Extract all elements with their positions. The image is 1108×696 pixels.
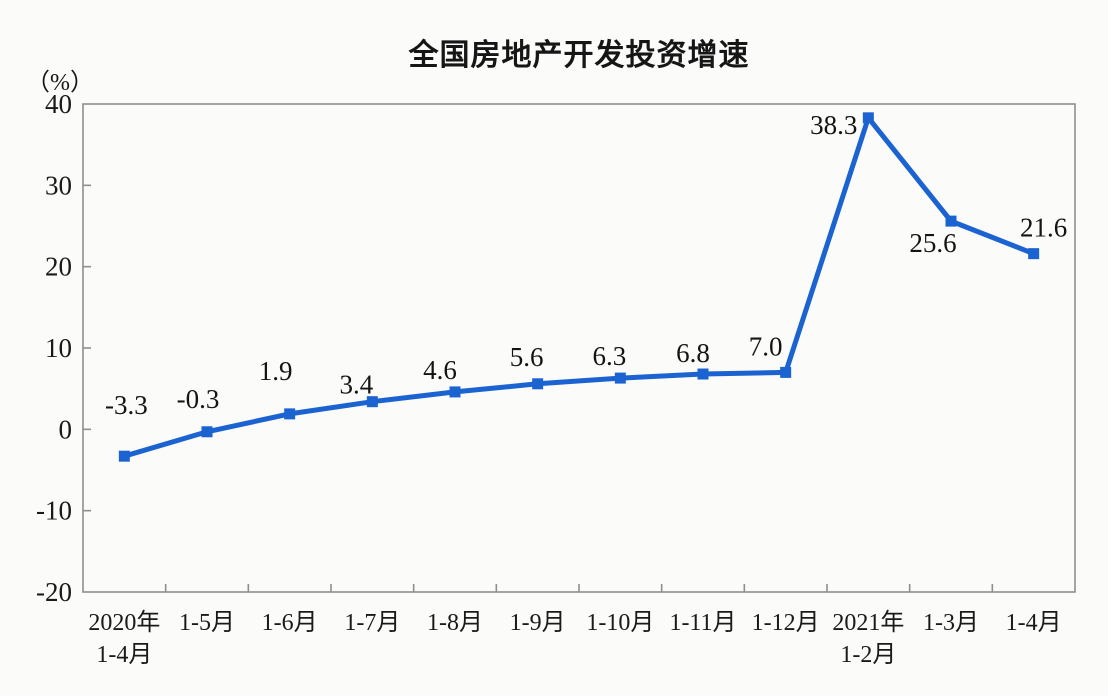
data-point-marker [1028,248,1040,260]
y-axis-tick-label: -20 [36,577,72,607]
x-category-label: 1-8月 [427,610,483,636]
data-point-label: 25.6 [909,228,956,258]
data-point-label: -3.3 [105,390,148,420]
data-point-marker [118,450,130,462]
data-point-label: 6.8 [676,338,710,368]
data-point-marker [532,378,544,390]
data-point-marker [780,366,792,378]
plot-border [82,103,1076,593]
y-axis-tick-label: 30 [45,170,72,200]
trend-line [123,112,1035,459]
data-point-marker [862,112,874,124]
x-category-label: 1-11月 [669,610,736,636]
x-category-label: 1-5月 [179,610,235,636]
x-category-label: 1-4月 [96,642,152,668]
data-point-marker [945,215,957,227]
data-point-marker [449,386,461,398]
x-category-label: 2021年 [832,609,904,636]
data-point-label: 5.6 [510,342,544,372]
y-axis-tick-label: 20 [45,252,72,282]
x-category-label: 1-9月 [510,610,566,636]
y-axis-tick-label: -10 [36,496,72,526]
data-point-label: 3.4 [339,370,373,400]
data-point-marker [697,368,709,380]
x-category-label: 1-12月 [752,610,820,636]
data-point-marker [366,396,378,408]
data-point-label: 1.9 [259,356,293,386]
x-category-label: 2020年 [88,609,160,636]
data-point-marker [284,408,296,420]
y-axis-tick-label: 40 [45,89,72,119]
x-category-label: 1-6月 [262,610,318,636]
x-category-label: 1-10月 [586,610,654,636]
y-axis-unit-label: （%） [26,70,94,96]
data-point-label: 6.3 [592,341,626,371]
data-point-label: 38.3 [810,110,857,140]
x-category-label: 1-3月 [923,610,979,636]
data-point-label: 4.6 [423,355,457,385]
x-category-label: 1-2月 [840,642,896,668]
data-point-marker [614,372,626,384]
data-point-marker [201,426,213,438]
x-category-label: 1-7月 [344,610,400,636]
x-category-label: 1-4月 [1006,610,1062,636]
data-point-label: -0.3 [177,384,220,414]
data-point-label: 7.0 [749,331,783,361]
data-point-label: 21.6 [1020,213,1067,243]
y-axis-tick-label: 10 [45,333,72,363]
y-axis-tick-label: 0 [59,414,73,444]
chart-title: 全国房地产开发投资增速 [408,39,750,72]
